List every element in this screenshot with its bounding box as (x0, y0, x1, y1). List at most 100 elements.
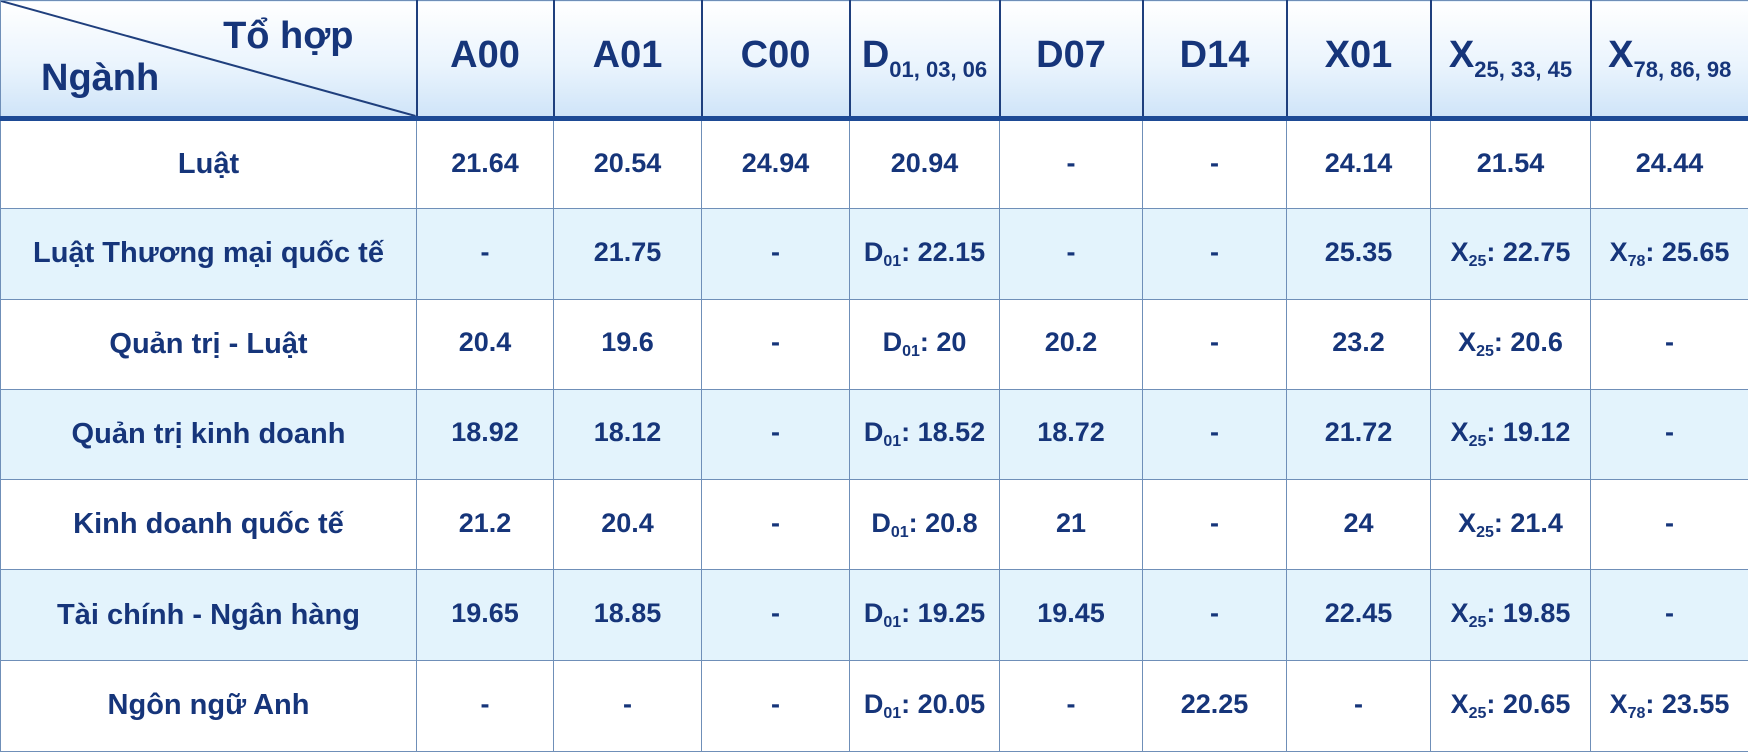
table-row: Quản trị kinh doanh 18.92 18.12 - D01: 18.52… (0, 388, 1748, 481)
score-value: - (1210, 507, 1219, 538)
column-header-d-group: D01, 03, 06 (849, 0, 1001, 121)
major-name-cell: Ngôn ngữ Anh (0, 659, 417, 752)
score-cell: - (701, 208, 850, 300)
score-cell: X25: 22.75 (1430, 208, 1591, 300)
score-combination-prefix: D (863, 598, 884, 629)
score-value: : 25.65 (1645, 236, 1730, 267)
score-value: 20.4 (458, 327, 512, 358)
score-cell: - (416, 659, 554, 752)
score-value: : 19.12 (1486, 417, 1571, 448)
score-value: - (1210, 327, 1219, 358)
score-value: - (1210, 417, 1219, 448)
score-cell: - (701, 659, 850, 752)
score-value: 22.45 (1324, 598, 1393, 629)
score-value: 21.75 (593, 236, 662, 267)
score-value: 20.94 (890, 147, 959, 178)
column-header-base: X (1448, 34, 1475, 76)
score-cell: 20.2 (999, 298, 1143, 390)
major-label: Ngành (41, 57, 160, 99)
score-combination-sub: 25 (1468, 614, 1487, 632)
column-header-base: D14 (1179, 34, 1250, 76)
table-body: Luật 21.64 20.54 24.94 20.94 - - 24.14 21.54 24.4… (0, 117, 1748, 752)
score-cell: X25: 19.85 (1430, 569, 1591, 661)
corner-header-cell: Tổ hợp Ngành (0, 0, 418, 121)
column-header-base: X01 (1324, 34, 1393, 76)
header-row: Tổ hợp Ngành A00 A01 C00 D01, 03, 06 D07… (0, 0, 1748, 121)
column-header-x01: X01 (1286, 0, 1432, 121)
score-cell: 22.45 (1286, 569, 1431, 661)
score-cell: 18.92 (416, 388, 554, 481)
score-combination-prefix: D (882, 327, 903, 358)
score-value: 23.2 (1332, 327, 1385, 358)
score-cell: - (1590, 298, 1748, 390)
score-cell: - (999, 208, 1143, 300)
score-combination-sub: 01 (883, 704, 902, 722)
column-header-a00: A00 (416, 0, 555, 121)
table-row: Ngôn ngữ Anh - - - D01: 20.05-22.25- X25: 20.… (0, 659, 1748, 752)
score-cell: X78: 25.65 (1590, 208, 1748, 300)
score-cell: 24 (1286, 479, 1431, 571)
score-value: 20.4 (601, 507, 654, 538)
table-row: Quản trị - Luật 20.4 19.6 - D01: 20 20.2 - 23.2… (0, 298, 1748, 390)
major-name-cell: Quản trị kinh doanh (0, 388, 417, 481)
score-value: 21 (1055, 507, 1087, 538)
score-value: : 20.05 (901, 688, 986, 719)
score-cell: - (1142, 388, 1287, 481)
score-value: - (1354, 688, 1363, 719)
score-cell: 24.94 (701, 117, 850, 210)
score-value: - (1066, 236, 1076, 267)
score-value: - (1665, 598, 1674, 629)
score-cell: - (1590, 388, 1748, 481)
score-cell: X25: 21.4 (1430, 479, 1591, 571)
score-cell: 25.35 (1286, 208, 1431, 300)
score-cell: X25: 19.12 (1430, 388, 1591, 481)
score-combination-prefix: X (1450, 598, 1469, 629)
column-header-x-group-78: X78, 86, 98 (1590, 0, 1748, 121)
score-cell: 20.54 (553, 117, 702, 210)
score-combination-sub: 25 (1476, 523, 1494, 541)
score-cell: - (553, 659, 702, 752)
table-row: Tài chính - Ngân hàng 19.65 18.85- D01: 19.… (0, 569, 1748, 661)
score-cell: 23.2 (1286, 298, 1431, 390)
score-value: 19.65 (451, 598, 519, 629)
score-value: - (1066, 688, 1076, 719)
score-combination-prefix: D (863, 236, 884, 267)
score-cell: X25: 20.65 (1430, 659, 1591, 752)
score-value: - (480, 688, 490, 719)
score-value: : 20 (919, 327, 967, 358)
column-header-base: D (861, 34, 890, 76)
score-cell: - (701, 298, 850, 390)
score-combination-sub: 01 (890, 523, 909, 541)
column-header-x-group-25: X25, 33, 45 (1430, 0, 1592, 121)
score-value: : 19.25 (901, 598, 986, 629)
score-combination-sub: 01 (883, 614, 902, 632)
score-value: 24 (1343, 507, 1374, 538)
score-cell: - (1142, 569, 1287, 661)
score-cell: D01: 19.25 (849, 569, 1000, 661)
column-header-sub: 78, 86, 98 (1633, 57, 1732, 82)
score-value: 18.85 (593, 598, 662, 629)
score-value: - (1665, 327, 1674, 358)
score-value: : 20.6 (1493, 327, 1563, 358)
table-row: Kinh doanh quốc tế 21.2 20.4 - D01: 20.8 21 - 2… (0, 479, 1748, 571)
score-combination-sub: 01 (902, 343, 920, 361)
score-value: : 18.52 (901, 417, 986, 448)
score-value: - (480, 236, 490, 267)
score-value: 21.64 (451, 147, 519, 178)
column-header-c00: C00 (701, 0, 851, 121)
score-value: 20.54 (593, 147, 662, 178)
score-cell: 18.72 (999, 388, 1143, 481)
score-cell: 21.72 (1286, 388, 1431, 481)
score-cell: 19.65 (416, 569, 554, 661)
score-value: : 22.15 (901, 236, 986, 267)
score-value: - (771, 236, 780, 267)
score-combination-sub: 25 (1468, 704, 1487, 722)
score-combination-sub: 01 (883, 252, 902, 270)
score-value: : 20.8 (908, 507, 978, 538)
score-value: - (771, 417, 780, 448)
column-header-sub: 01, 03, 06 (889, 57, 988, 82)
score-value: 19.6 (601, 327, 654, 358)
column-header-base: D07 (1036, 34, 1106, 76)
score-combination-prefix: X (1450, 417, 1469, 448)
score-cell: - (701, 388, 850, 481)
